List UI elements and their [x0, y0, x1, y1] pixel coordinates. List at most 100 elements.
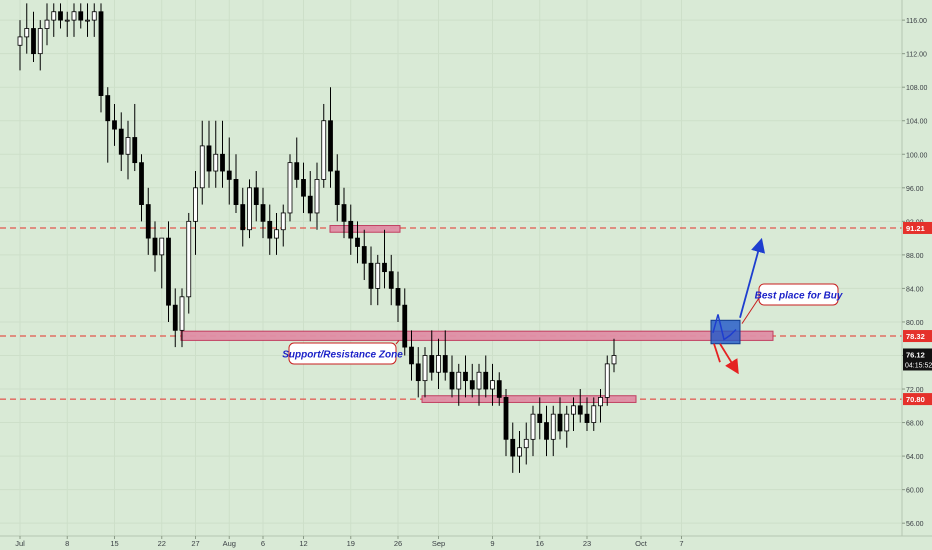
price-tick-label: 64.00 — [906, 454, 924, 461]
candle — [186, 220, 192, 298]
time-tick-label: Aug — [223, 539, 236, 548]
candle — [584, 413, 590, 423]
level-label: 70.80 — [906, 395, 925, 404]
candle — [85, 19, 90, 22]
countdown-label: 04:15:52 — [905, 362, 932, 369]
candle — [287, 162, 293, 214]
candle — [64, 19, 70, 22]
candle — [490, 380, 495, 390]
candle — [503, 397, 509, 440]
candle — [118, 128, 124, 155]
candle — [530, 413, 536, 440]
candle — [496, 380, 502, 398]
candle — [469, 380, 475, 390]
time-tick-label: Sep — [432, 539, 445, 548]
level-label-bg — [903, 330, 932, 343]
price-axis[interactable]: 56.0060.0064.0068.0072.0076.0080.0084.00… — [901, 0, 932, 536]
support-resistance-zone — [180, 330, 774, 341]
support-box-lower — [421, 395, 637, 403]
grid — [0, 0, 902, 536]
candle — [71, 11, 77, 21]
price-tick-label: 104.00 — [906, 119, 928, 126]
candle — [442, 355, 448, 373]
price-tick-label: 88.00 — [906, 253, 924, 260]
price-tick-label: 72.00 — [906, 387, 924, 394]
time-tick-label: 27 — [191, 539, 199, 548]
candle — [193, 187, 198, 222]
resistance-box-upper — [329, 225, 401, 233]
price-tick-label: 112.00 — [906, 52, 927, 59]
candle — [395, 288, 401, 306]
price-tick-label: 80.00 — [906, 320, 924, 327]
buy-label-box — [758, 283, 839, 306]
price-tick-label: 60.00 — [906, 488, 924, 495]
time-tick-label: Jul — [15, 539, 25, 548]
candle — [415, 363, 421, 382]
candle — [179, 296, 185, 331]
zones — [180, 225, 774, 403]
candle — [429, 355, 435, 373]
candle — [247, 187, 252, 231]
candle — [550, 413, 556, 440]
candle — [355, 237, 360, 247]
candle — [125, 137, 131, 155]
candle — [361, 246, 367, 264]
candle — [240, 204, 246, 231]
candle — [523, 438, 529, 449]
candle — [368, 262, 374, 289]
candle — [449, 371, 455, 390]
time-tick-label: 16 — [536, 539, 544, 548]
candle — [58, 11, 63, 21]
candle — [112, 120, 117, 130]
candle — [436, 355, 441, 373]
price-tick-label: 56.00 — [906, 521, 924, 528]
candle — [152, 237, 158, 256]
candle — [274, 229, 279, 239]
candle — [301, 179, 306, 197]
current-price-bg — [903, 348, 932, 371]
time-tick-label: 15 — [110, 539, 118, 548]
candle — [517, 447, 522, 457]
time-tick-label: 22 — [158, 539, 166, 548]
candle — [199, 145, 205, 189]
candle — [382, 262, 387, 273]
current-price-label: 76.12 — [906, 350, 925, 359]
candle — [17, 36, 23, 46]
level-label: 78.32 — [906, 332, 925, 341]
candle — [307, 195, 313, 214]
level-label-bg — [903, 221, 932, 234]
candle — [132, 137, 138, 164]
candle — [166, 237, 171, 306]
time-axis[interactable]: Jul 8 15 22 27 Aug 6 12 19 26 Sep 9 16 23 Oct 7 — [0, 535, 932, 548]
zone-label-pointer — [395, 340, 400, 345]
time-tick-label: 19 — [347, 539, 355, 548]
buy-box — [710, 319, 741, 345]
candles — [17, 3, 617, 473]
candle — [44, 19, 50, 29]
candle — [267, 220, 273, 239]
candle — [510, 438, 516, 457]
time-tick-label: 26 — [394, 539, 402, 548]
price-tick-label: 68.00 — [906, 421, 924, 428]
price-tick-label: 84.00 — [906, 286, 924, 293]
zone-label-text: Support/Resistance Zone — [282, 350, 403, 361]
price-tick-label: 100.00 — [906, 152, 928, 159]
candle — [260, 204, 266, 222]
candle — [172, 304, 178, 331]
candle — [537, 413, 543, 423]
candle — [226, 170, 232, 180]
candle — [388, 271, 394, 289]
candle — [98, 11, 104, 96]
price-tick-label: 108.00 — [906, 85, 928, 92]
time-tick-label: 23 — [583, 539, 591, 548]
time-tick-label: Oct — [635, 539, 648, 548]
zone-label-box — [288, 342, 397, 365]
buy-label-pointer — [741, 297, 760, 324]
candle — [253, 187, 259, 205]
candle — [564, 413, 570, 432]
candle — [463, 371, 468, 382]
candle — [24, 28, 30, 38]
candle — [31, 28, 36, 55]
